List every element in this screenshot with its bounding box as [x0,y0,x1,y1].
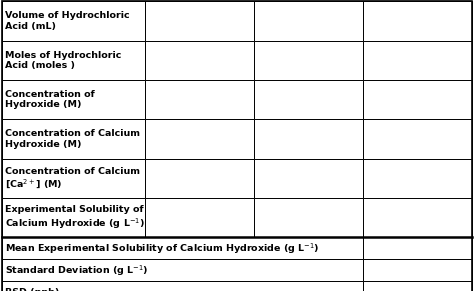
Bar [146,198,255,237]
Bar [146,1,255,41]
Bar [2,259,363,281]
Bar [255,198,363,237]
Bar [255,1,363,41]
Bar [363,259,472,281]
Bar [2,237,363,259]
Bar [2,159,146,198]
Text: Concentration of Calcium
[Ca$^{2+}$] (M): Concentration of Calcium [Ca$^{2+}$] (M) [5,166,140,190]
Bar [255,41,363,80]
Text: Moles of Hydrochloric
Acid (moles ): Moles of Hydrochloric Acid (moles ) [5,51,121,70]
Bar [146,119,255,159]
Bar [2,281,363,291]
Bar [2,41,146,80]
Text: Concentration of
Hydroxide (M): Concentration of Hydroxide (M) [5,90,95,109]
Bar [146,80,255,119]
Bar [2,198,146,237]
Bar [363,80,472,119]
Bar [363,159,472,198]
Bar [2,119,146,159]
Bar [255,80,363,119]
Bar [363,119,472,159]
Bar [363,1,472,41]
Bar [255,119,363,159]
Bar [363,237,472,259]
Bar [363,281,472,291]
Bar [363,198,472,237]
Bar [363,41,472,80]
Bar [146,41,255,80]
Bar [255,159,363,198]
Bar [146,159,255,198]
Text: Experimental Solubility of
Calcium Hydroxide (g L$^{-1}$): Experimental Solubility of Calcium Hydro… [5,205,145,230]
Bar [2,1,146,41]
Text: Standard Deviation (g L$^{-1}$): Standard Deviation (g L$^{-1}$) [5,263,148,278]
Text: Mean Experimental Solubility of Calcium Hydroxide (g L$^{-1}$): Mean Experimental Solubility of Calcium … [5,241,320,256]
Text: Concentration of Calcium
Hydroxide (M): Concentration of Calcium Hydroxide (M) [5,129,140,149]
Text: Volume of Hydrochloric
Acid (mL): Volume of Hydrochloric Acid (mL) [5,11,130,31]
Text: RSD (pph): RSD (pph) [5,288,60,291]
Bar [2,80,146,119]
